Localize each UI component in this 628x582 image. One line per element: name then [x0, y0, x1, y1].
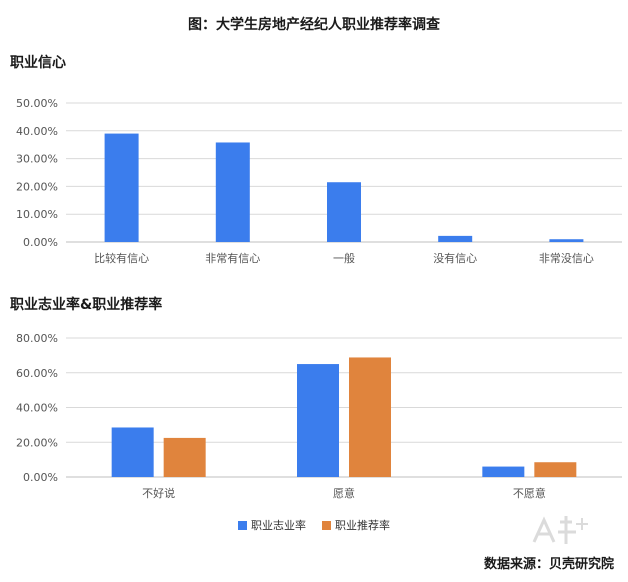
chart-1-bar	[215, 142, 250, 242]
chart-2-y-tick-label: 40.00%	[16, 402, 58, 415]
legend-label-series-1: 职业志业率	[251, 519, 306, 532]
chart-2-y-tick-label: 80.00%	[16, 332, 58, 345]
legend-item-series-2: 职业推荐率	[322, 517, 390, 533]
chart-2-y-tick-label: 0.00%	[23, 471, 58, 484]
chart-1-y-tick-label: 10.00%	[16, 208, 58, 221]
chart-2-y-tick-label: 20.00%	[16, 436, 58, 449]
chart-1-bar	[327, 182, 361, 242]
chart-1-y-tick-label: 30.00%	[16, 153, 58, 166]
page-title: 图：大学生房地产经纪人职业推荐率调查	[188, 17, 440, 33]
chart-1-bar	[438, 235, 473, 242]
legend-label-series-2: 职业推荐率	[335, 519, 390, 532]
legend-swatch-orange	[322, 520, 331, 530]
chart-1-bar	[549, 239, 584, 242]
chart-2-bar	[349, 357, 391, 477]
chart-1-confidence: 0.00% 10.00% 20.00% 30.00% 40.00% 50.00% 比较有信心…	[16, 97, 622, 265]
chart-2-bar	[111, 427, 154, 477]
chart-2-x-tick-label: 愿意	[333, 486, 355, 500]
chart-2-recommend: 0.00% 20.00% 40.00% 60.00% 80.00% 不好说 愿意 不愿意	[16, 332, 622, 500]
chart-1-x-tick-label: 没有信心	[433, 251, 477, 265]
chart-1-bar	[104, 133, 139, 242]
chart-1-y-tick-label: 0.00%	[23, 236, 58, 249]
chart-1-y-tick-label: 20.00%	[16, 180, 58, 193]
chart-1-y-tick-label: 40.00%	[16, 125, 58, 138]
chart-2-x-tick-label: 不愿意	[513, 486, 546, 500]
chart-2-bar	[482, 466, 525, 477]
data-source: 数据来源：贝壳研究院	[483, 557, 614, 572]
chart-1-title: 职业信心	[10, 55, 66, 71]
chart-1-x-tick-label: 非常有信心	[205, 251, 260, 265]
chart-1-x-tick-label: 一般	[333, 252, 355, 265]
chart-2-bar	[297, 364, 339, 477]
chart-2-bar	[163, 437, 206, 477]
chart-1-x-tick-label: 比较有信心	[94, 251, 149, 265]
watermark-logo	[532, 516, 588, 544]
chart-2-title: 职业志业率&职业推荐率	[10, 297, 163, 313]
chart-2-legend: 职业志业率 职业推荐率	[0, 517, 628, 533]
chart-1-y-tick-label: 50.00%	[16, 97, 58, 110]
chart-2-bar	[534, 462, 577, 477]
chart-2-x-tick-label: 不好说	[142, 486, 175, 500]
chart-2-y-tick-label: 60.00%	[16, 367, 58, 380]
legend-item-series-1: 职业志业率	[238, 517, 306, 533]
legend-swatch-blue	[238, 520, 247, 530]
chart-1-x-tick-label: 非常没信心	[539, 252, 594, 265]
